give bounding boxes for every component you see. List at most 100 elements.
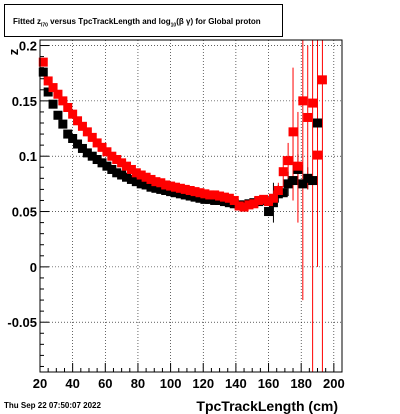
red-series-point — [273, 186, 283, 196]
red-series-point — [268, 193, 278, 203]
red-series-point — [102, 147, 112, 157]
x-tick-label: 80 — [131, 376, 145, 391]
red-series-point — [190, 187, 200, 197]
title-sub-10: 10 — [170, 22, 177, 29]
black-series-point — [278, 188, 288, 198]
black-series-point — [102, 161, 112, 171]
red-series-point — [288, 127, 298, 137]
black-series-point — [92, 155, 102, 165]
x-tick-label: 20 — [33, 376, 47, 391]
black-series-point — [131, 177, 141, 187]
red-series-point — [298, 96, 308, 106]
red-series-point — [244, 200, 254, 210]
black-series-point — [298, 179, 308, 189]
axis-ticks — [39, 45, 335, 372]
red-series-point — [92, 138, 102, 148]
red-series-point — [136, 170, 146, 180]
black-series-point — [43, 87, 53, 97]
red-series-point — [249, 199, 259, 209]
black-series-point — [313, 118, 323, 128]
red-series-point — [53, 89, 63, 99]
grid-lines — [39, 40, 342, 372]
data-points — [38, 57, 327, 217]
x-axis-label: TpcTrackLength (cm) — [196, 398, 338, 414]
tick-labels: 20 40 60 80 100 120 140 160 180 200 -0.05 0 0.05 0.1 0… — [7, 39, 344, 391]
black-series-point — [308, 176, 318, 186]
red-series-point — [234, 201, 244, 211]
red-series-point — [87, 132, 97, 142]
black-series-point — [180, 190, 190, 200]
black-series-point — [210, 195, 220, 205]
black-series-point — [112, 168, 122, 178]
x-tick-label: 60 — [98, 376, 112, 391]
y-tick-label: 0.2 — [19, 39, 37, 54]
red-series-point — [156, 178, 166, 188]
black-series-point — [170, 188, 180, 198]
black-series-point — [185, 191, 195, 201]
red-series-point — [107, 151, 117, 161]
x-tick-label: 140 — [225, 376, 247, 391]
black-series-point — [161, 186, 171, 196]
red-series-point — [73, 116, 83, 126]
x-tick-label: 160 — [258, 376, 280, 391]
black-series-point — [77, 143, 87, 153]
red-series-point — [161, 180, 171, 190]
black-series-point — [146, 182, 156, 192]
title-middle: versus TpcTrackLength and log — [47, 17, 171, 26]
title-suffix: (β γ) for Global proton — [176, 17, 261, 26]
black-series-point — [68, 133, 78, 143]
red-series-point — [151, 177, 161, 187]
y-tick-label: 0.05 — [12, 205, 37, 220]
red-series-point — [180, 184, 190, 194]
x-tick-label: 100 — [160, 376, 182, 391]
red-series-point — [303, 112, 313, 122]
red-series-point — [254, 195, 264, 205]
red-series-point — [43, 76, 53, 86]
red-series-point — [219, 192, 229, 202]
red-series-point — [308, 98, 318, 108]
black-series-point — [48, 99, 58, 109]
red-series-point — [215, 191, 225, 201]
black-series-point — [122, 172, 132, 182]
red-series-point — [141, 172, 151, 182]
red-series-point — [131, 168, 141, 178]
x-tick-label: 180 — [290, 376, 312, 391]
red-series-point — [210, 190, 220, 200]
red-series-point — [58, 96, 68, 106]
red-series-point — [239, 202, 249, 212]
red-series-point — [293, 161, 303, 171]
red-series-point — [175, 183, 185, 193]
black-series-point — [117, 170, 127, 180]
red-series-point — [112, 155, 122, 165]
x-tick-label: 200 — [323, 376, 345, 391]
black-series-point — [175, 189, 185, 199]
red-series-point — [195, 188, 205, 198]
black-series-point — [141, 180, 151, 190]
y-tick-label: 0 — [30, 260, 37, 275]
black-series-point — [58, 119, 68, 129]
black-series-point — [190, 192, 200, 202]
red-series-point — [68, 109, 78, 119]
title-box: Fitted zI70 versus TpcTrackLength and lo… — [4, 4, 283, 37]
red-series-point — [63, 103, 73, 113]
black-series-point — [126, 174, 136, 184]
black-series-point — [73, 139, 83, 149]
black-series-point — [38, 67, 48, 77]
black-series-point — [264, 207, 274, 217]
y-tick-label: 0.1 — [19, 149, 37, 164]
black-series-point — [303, 173, 313, 183]
red-series-point — [77, 121, 87, 131]
y-tick-label: -0.05 — [7, 315, 37, 330]
red-series-point — [82, 127, 92, 137]
x-tick-label: 40 — [65, 376, 79, 391]
red-series-point — [38, 57, 48, 67]
black-series-point — [156, 184, 166, 194]
black-series-point — [97, 158, 107, 168]
black-series-point — [151, 183, 161, 193]
chart-title: Fitted zI70 versus TpcTrackLength and lo… — [13, 17, 261, 29]
red-series-point — [283, 156, 293, 166]
y-axis-label: z — [6, 48, 21, 55]
black-series-point — [53, 110, 63, 120]
timestamp: Thu Sep 22 07:50:07 2022 — [4, 401, 101, 410]
